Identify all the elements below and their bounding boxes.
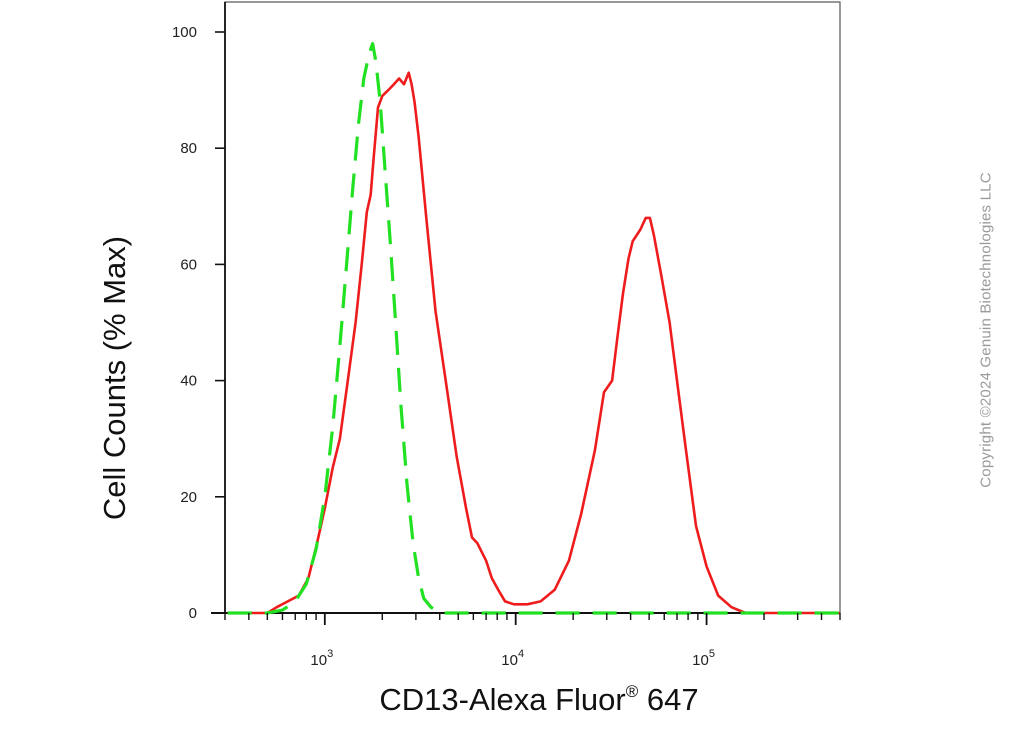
y-axis: 0 20 40 60 80 100: [172, 24, 225, 622]
x-tick-label: 104: [501, 648, 524, 669]
plot-border: [224, 1, 841, 614]
y-tick-label: 80: [180, 140, 197, 157]
y-tick-label: 60: [180, 256, 197, 273]
x-axis-title-superscript: ®: [626, 682, 639, 701]
x-tick-label: 103: [310, 648, 333, 669]
x-axis-title: CD13-Alexa Fluor® 647: [379, 682, 698, 717]
x-axis-title-suffix: 647: [638, 682, 698, 717]
x-axis: 103 104 105: [224, 613, 841, 669]
histogram-curves: [227, 42, 840, 615]
stained-curve: [227, 71, 840, 615]
y-tick-label: 20: [180, 489, 197, 506]
plot-frame: [211, 1, 841, 614]
x-axis-title-main: CD13-Alexa Fluor: [379, 682, 625, 717]
y-tick-label: 0: [189, 605, 197, 622]
y-axis-title: Cell Counts (% Max): [97, 236, 132, 520]
x-tick-label: 105: [692, 648, 715, 669]
control-curve: [227, 42, 840, 615]
y-tick-label: 40: [180, 373, 197, 390]
copyright-notice: Copyright ©2024 Genuin Biotechnologies L…: [977, 172, 995, 488]
y-tick-label: 100: [172, 24, 197, 41]
